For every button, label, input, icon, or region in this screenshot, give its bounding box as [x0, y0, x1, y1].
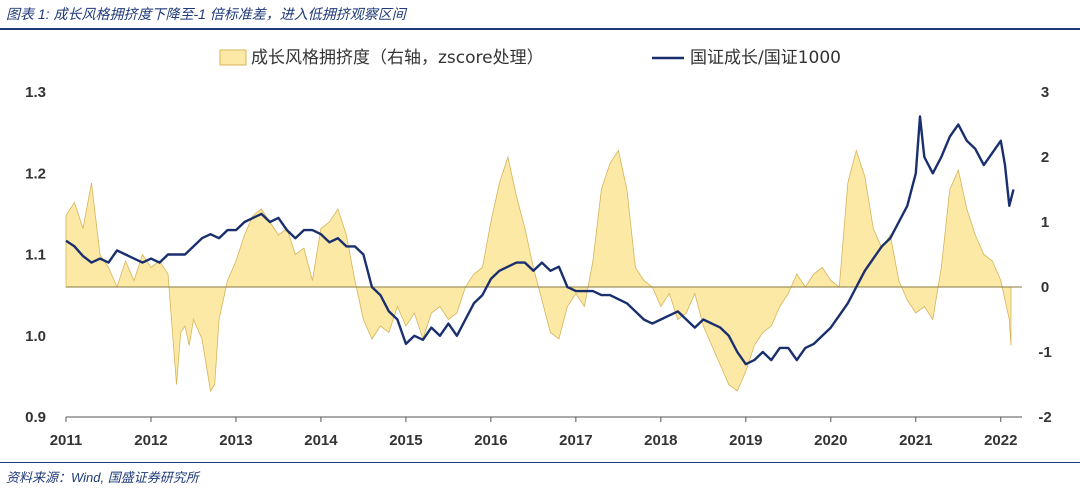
x-tick-label-2011: 2011: [50, 432, 83, 449]
right-tick-label: 2: [1041, 149, 1049, 166]
right-tick-label: -1: [1038, 344, 1051, 361]
x-tick-label-2021: 2021: [899, 432, 932, 449]
legend-label-area: 成长风格拥挤度（右轴，zscore处理）: [251, 48, 544, 68]
left-tick-label: 1.3: [25, 84, 46, 101]
x-tick-label-2014: 2014: [304, 432, 338, 449]
x-tick-label-2012: 2012: [134, 432, 167, 449]
legend-swatch-area: [219, 49, 247, 66]
left-tick-label: 0.9: [25, 409, 46, 426]
right-tick-label: 0: [1041, 279, 1049, 296]
x-tick-label-2018: 2018: [644, 432, 677, 449]
left-tick-label: 1.2: [25, 165, 46, 182]
ratio-line: [65, 115, 1015, 366]
x-tick-label-2019: 2019: [729, 432, 762, 449]
left-tick-label: 1.1: [25, 247, 46, 264]
crowding-area: [65, 149, 1012, 393]
right-tick-label: 3: [1041, 84, 1049, 101]
x-tick-label-2017: 2017: [559, 432, 592, 449]
chart-title: 图表 1: 成长风格拥挤度下降至-1 倍标准差，进入低拥挤观察区间: [6, 6, 406, 22]
x-tick-label-2015: 2015: [389, 432, 422, 449]
footer-rule: [0, 462, 1080, 463]
source-note: 资料来源：Wind, 国盛证券研究所: [6, 470, 199, 485]
legend-label-line: 国证成长/国证1000: [690, 48, 841, 68]
x-tick-label-2016: 2016: [474, 432, 507, 449]
right-tick-label: -2: [1038, 409, 1051, 426]
x-tick-label-2022: 2022: [984, 432, 1017, 449]
header-rule: [0, 28, 1080, 30]
x-tick-label-2020: 2020: [814, 432, 847, 449]
right-tick-label: 1: [1041, 214, 1049, 231]
left-tick-label: 1.0: [25, 328, 46, 345]
x-tick-label-2013: 2013: [219, 432, 252, 449]
